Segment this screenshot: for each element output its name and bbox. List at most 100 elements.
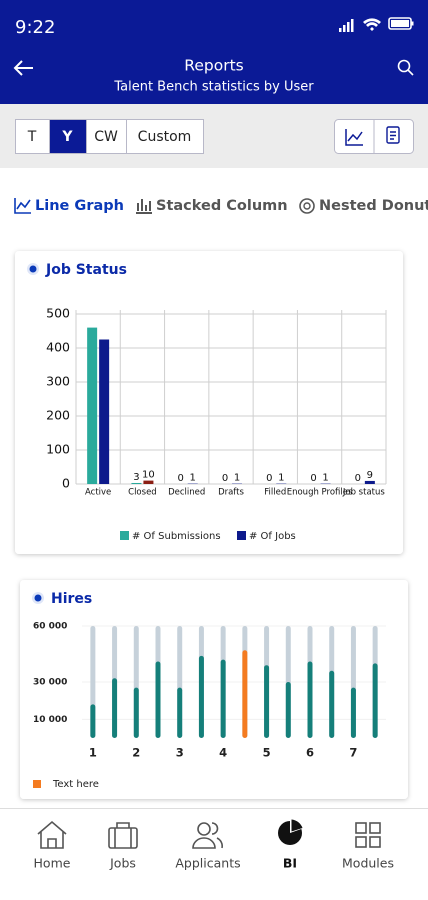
x-tick-label: 1 [89,746,97,760]
x-tick-label: 3 [176,746,184,760]
bar [364,480,375,484]
y-tick-label: 400 [46,340,70,355]
report-button[interactable] [386,126,400,144]
x-tick-label: 4 [219,746,227,760]
nav-labels: Home Jobs Applicants BI Modules [34,856,394,871]
nav-item[interactable]: Home [34,856,71,871]
data-label: 0 [178,473,184,484]
bar [87,327,98,484]
data-label: 0 [310,473,316,484]
line-graph-icon [14,198,31,214]
x-tick-label: Active [85,488,111,498]
title-dot [29,265,37,273]
bar [329,670,335,738]
x-tick-label: Drafts [218,488,244,498]
title-dot [34,594,42,602]
data-label: 3 [133,472,139,483]
page-title: Reports [184,57,243,75]
legend-swatch [33,780,41,788]
data-label: 10 [142,470,155,481]
nav-icons [37,820,381,849]
bar [177,687,183,738]
view-tab[interactable]: Line Graph [35,198,124,214]
bar [131,482,142,484]
donut-icon-inner [303,202,311,210]
data-label: 0 [355,473,361,484]
y-tick-label: 0 [62,476,70,491]
bar [264,665,270,738]
data-label: 0 [266,473,272,484]
data-label: 1 [322,473,328,484]
bar [198,655,204,738]
jobs-icon [108,822,138,849]
bar [242,650,248,738]
y-tick-label: 100 [46,442,70,457]
nav-item[interactable]: BI [283,856,297,871]
nav-item[interactable]: Modules [342,856,394,871]
data-label: 1 [234,473,240,484]
nav-item[interactable]: Jobs [109,856,136,871]
bar [307,661,313,738]
y-tick-label: 10 000 [33,715,67,725]
search-button[interactable] [397,59,414,76]
x-tick-label: Filled [264,488,286,498]
stacked-icon [136,199,152,214]
bi-icon [278,818,304,845]
data-label: 9 [367,470,373,481]
x-tick-label: Closed [128,488,157,498]
period-tab-label: T [27,129,37,145]
applicants-icon [192,822,223,849]
y-tick-label: 30 000 [33,678,67,688]
x-tick-label: Enough Profiles [287,488,353,498]
bar [99,339,110,484]
bottom-nav [0,808,428,900]
view-tab[interactable]: Stacked Column [156,198,288,214]
bar [285,682,291,738]
x-tick-label: Job status [342,488,385,498]
data-label: 1 [190,473,196,484]
bar [350,687,356,738]
card-title: Job Status [45,262,127,278]
nav-item[interactable]: Applicants [175,856,240,871]
period-tab[interactable] [126,119,204,154]
period-tab[interactable] [49,119,87,154]
bar [143,480,154,484]
hires-card [20,580,408,799]
legend-swatch [120,531,129,540]
data-label: 0 [222,473,228,484]
home-icon [37,820,67,849]
chart-button[interactable] [345,129,363,146]
hires-chart: Hires 10 000 30 000 60 000 1 2 3 4 5 6 7 Text here [32,591,386,790]
x-tick-label: 6 [306,746,314,760]
chart-action-buttons [334,119,414,154]
period-tab[interactable] [86,119,127,154]
y-tick-label: 200 [46,408,70,423]
donut-icon [299,198,315,214]
y-tick-label: 300 [46,374,70,389]
view-tab[interactable]: Nested Donut [319,198,428,214]
y-tick-label: 60 000 [33,622,67,632]
view-tabs: Line Graph Stacked Column Nested Donut [14,198,428,214]
legend-label: # Of Jobs [249,531,296,542]
x-tick-label: 2 [132,746,140,760]
bar [90,704,96,738]
legend-label: # Of Submissions [132,531,221,542]
status-time: 9:22 [15,17,55,38]
x-tick-label: 7 [349,746,357,760]
x-tick-label: 5 [263,746,271,760]
card-title: Hires [51,591,92,607]
legend-label: Text here [52,779,99,790]
bar [133,687,139,738]
status-icons [339,17,414,32]
period-tab-label: CW [94,129,118,145]
period-tab-label: Custom [138,129,192,145]
x-tick-label: Declined [168,488,205,498]
back-button[interactable] [13,60,33,76]
modules-icon [355,822,381,848]
page-subtitle: Talent Bench statistics by User [113,80,314,95]
y-tick-label: 500 [46,306,70,321]
bar [112,678,118,738]
